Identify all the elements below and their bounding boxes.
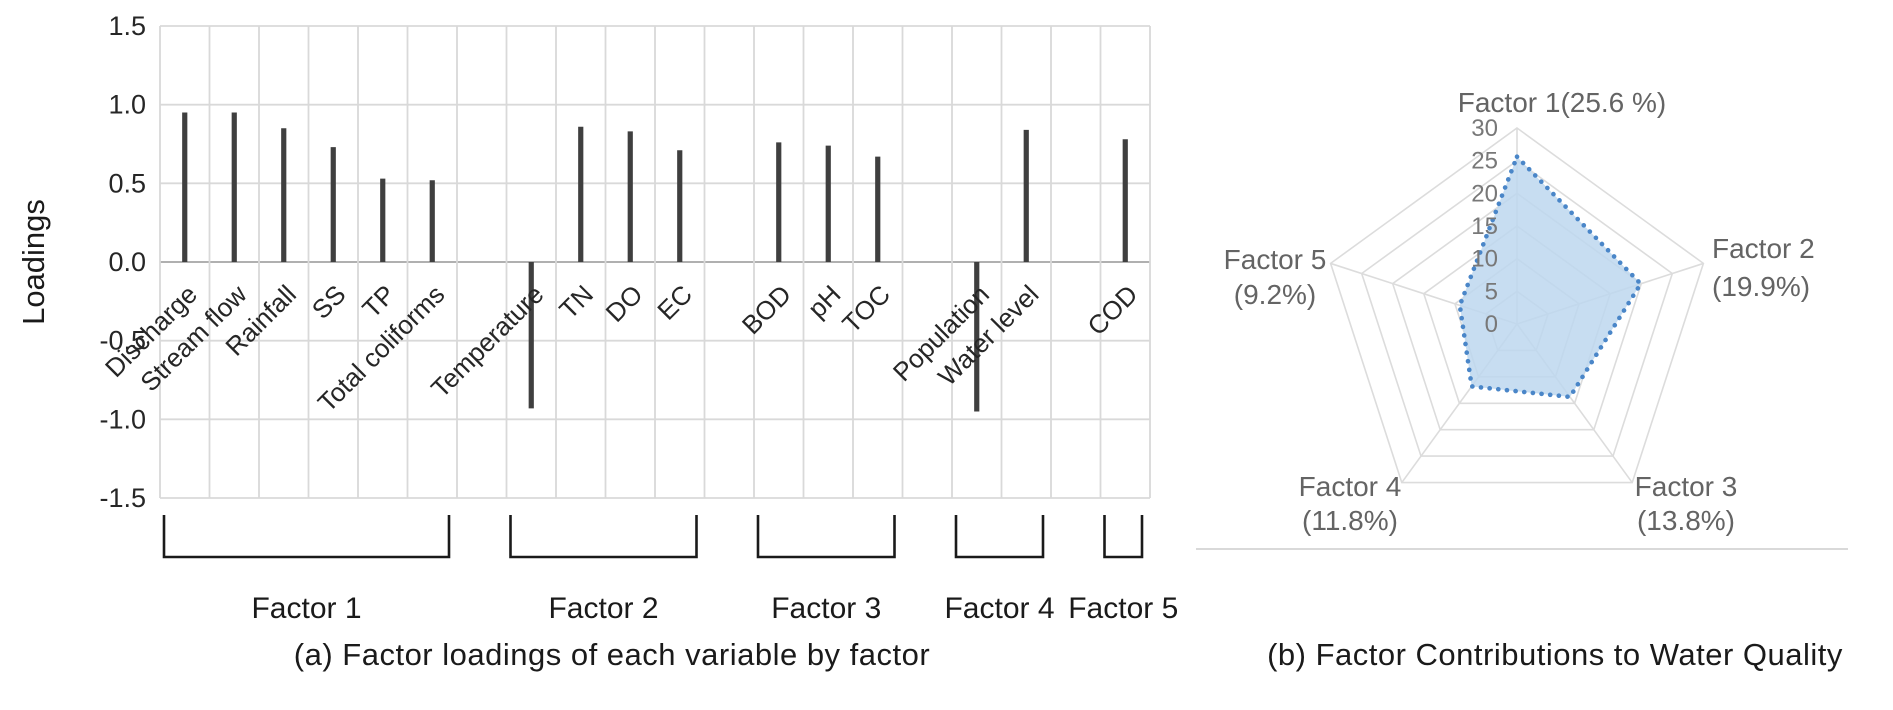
x-category-label-tn: TN [553, 279, 599, 325]
group-label-factor-1: Factor 1 [251, 592, 361, 625]
y-tick-label: -1.5 [99, 483, 146, 513]
radar-axis-label-factor-1-25-6-: Factor 1(25.6 %) [1458, 87, 1667, 118]
caption-b: (b) Factor Contributions to Water Qualit… [1267, 637, 1843, 672]
y-tick-label: 1.5 [108, 11, 146, 41]
loadings-bar-chart: 1.51.00.50.0-0.5-1.0-1.5LoadingsDischarg… [16, 11, 1178, 625]
x-category-label-cod: COD [1081, 279, 1143, 341]
radar-axis-label-factor-5: Factor 5 [1224, 244, 1327, 275]
radar-scale-label-0: 0 [1485, 311, 1498, 338]
x-category-label-ss: SS [306, 279, 352, 325]
radar-scale-label-20: 20 [1471, 180, 1498, 207]
bracket-factor-4 [954, 515, 1045, 559]
factor-radar-chart: 30 25 20 15 10 5 0 Factor 1(25.6 %) Factor 2 (19.… [1196, 87, 1848, 550]
radar-scale-label-5: 5 [1485, 278, 1498, 305]
y-tick-label: -1.0 [99, 404, 146, 434]
radar-axis-pct-factor-5: (9.2%) [1234, 279, 1316, 310]
x-category-label-toc: TOC [836, 279, 896, 339]
y-tick-label: 1.0 [108, 90, 146, 120]
y-tick-label: -0.5 [99, 326, 146, 356]
radar-ring-30 [1329, 127, 1705, 484]
radar-series-fill [1459, 156, 1641, 397]
radar-series-border [1457, 154, 1643, 400]
x-category-label-do: DO [600, 279, 649, 328]
radar-axis-label-factor-2: Factor 2 [1712, 233, 1815, 264]
radar-axis-pct-factor-2: (19.9%) [1712, 271, 1810, 302]
y-axis-title: Loadings [16, 199, 51, 325]
group-label-factor-3: Factor 3 [771, 592, 881, 625]
bracket-factor-2 [509, 515, 698, 559]
group-label-factor-5: Factor 5 [1068, 592, 1178, 625]
x-category-label-ec: EC [651, 279, 698, 326]
group-label-factor-2: Factor 2 [548, 592, 658, 625]
bracket-factor-1 [162, 515, 451, 559]
caption-a: (a) Factor loadings of each variable by … [293, 637, 931, 672]
y-tick-label: 0.5 [108, 168, 146, 198]
radar-scale-label-15: 15 [1471, 213, 1498, 240]
radar-scale-label-10: 10 [1471, 246, 1498, 273]
radar-scale-label-25: 25 [1471, 148, 1498, 175]
group-label-factor-4: Factor 4 [944, 592, 1054, 625]
radar-axis-label-factor-3: Factor 3 [1635, 471, 1738, 502]
radar-ring-25 [1360, 159, 1674, 457]
radar-scale-label-30: 30 [1471, 115, 1498, 142]
bracket-factor-3 [756, 515, 896, 559]
x-category-label-bod: BOD [736, 279, 797, 340]
radar-axis-pct-factor-4: (11.8%) [1302, 505, 1398, 536]
y-tick-label: 0.0 [108, 247, 146, 277]
radar-axis-label-factor-4: Factor 4 [1299, 471, 1402, 502]
radar-axis-pct-factor-3: (13.8%) [1637, 505, 1735, 536]
bracket-factor-5 [1103, 515, 1144, 559]
